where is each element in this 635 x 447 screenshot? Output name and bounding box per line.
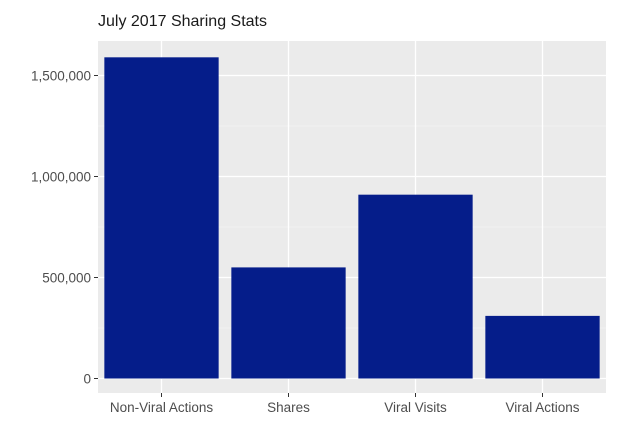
x-tick-label: Viral Actions: [505, 400, 579, 415]
bar-viral-visits: [358, 194, 473, 379]
bar-viral-actions: [485, 315, 600, 379]
x-tick-label: Viral Visits: [384, 400, 447, 415]
bars: [104, 57, 600, 379]
y-axis: 0 500,000 1,000,000 1,500,000: [31, 69, 98, 387]
y-tick-label: 1,000,000: [31, 170, 91, 185]
chart-title: July 2017 Sharing Stats: [98, 13, 267, 30]
bar-shares: [231, 267, 346, 379]
bar-non-viral-actions: [104, 57, 219, 379]
y-tick-label: 1,500,000: [31, 69, 91, 84]
x-tick-label: Shares: [267, 400, 310, 415]
y-tick-label: 500,000: [42, 271, 91, 286]
x-tick-label: Non-Viral Actions: [110, 400, 214, 415]
x-axis: Non-Viral Actions Shares Viral Visits Viral…: [110, 393, 580, 415]
y-tick-label: 0: [83, 372, 91, 387]
